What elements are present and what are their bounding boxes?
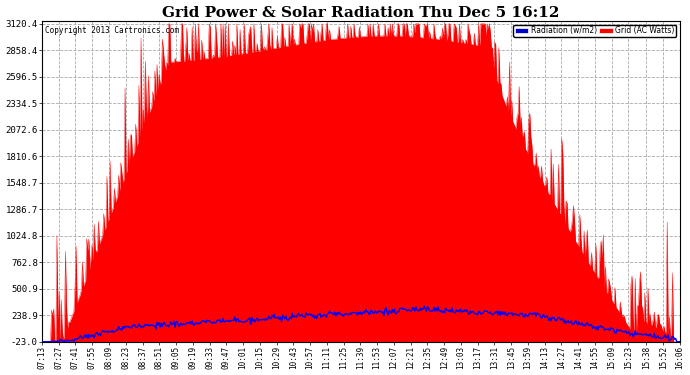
Title: Grid Power & Solar Radiation Thu Dec 5 16:12: Grid Power & Solar Radiation Thu Dec 5 1… — [162, 6, 560, 20]
Text: Copyright 2013 Cartronics.com: Copyright 2013 Cartronics.com — [45, 26, 179, 34]
Legend: Radiation (w/m2), Grid (AC Watts): Radiation (w/m2), Grid (AC Watts) — [513, 24, 676, 37]
